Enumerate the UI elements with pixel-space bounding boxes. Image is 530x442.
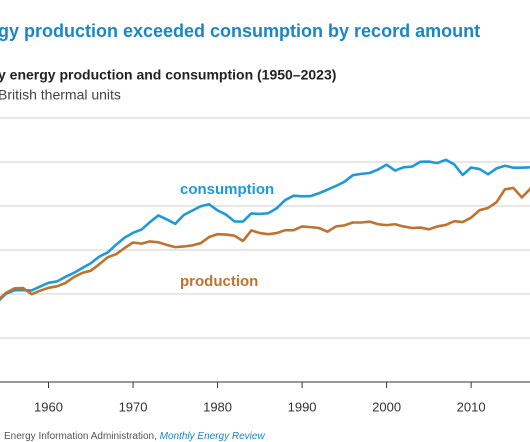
chart-title: gy production exceeded consumption by re…	[0, 21, 480, 41]
series-line	[0, 158, 530, 302]
unit-label: British thermal units	[0, 87, 121, 103]
x-tick-label: 1980	[203, 399, 232, 414]
source-text: Energy Information Administration,	[4, 431, 160, 442]
source-note: Energy Information Administration, Month…	[4, 431, 265, 442]
x-tick-label: 1970	[119, 399, 148, 414]
source-link[interactable]: Monthly Energy Review	[160, 431, 266, 442]
chart-subtitle: y energy production and consumption (195…	[0, 67, 336, 83]
series-line	[0, 186, 530, 300]
x-tick-label: 2010	[457, 399, 486, 414]
series-label: consumption	[180, 181, 274, 198]
series-label: production	[180, 273, 258, 290]
x-tick-label: 2000	[372, 399, 401, 414]
plot-area: 1960 1970 1980 1990 2000 2010 consumption produ…	[0, 117, 530, 414]
x-tick-label: 1990	[288, 399, 317, 414]
x-tick-label: 1960	[34, 399, 63, 414]
